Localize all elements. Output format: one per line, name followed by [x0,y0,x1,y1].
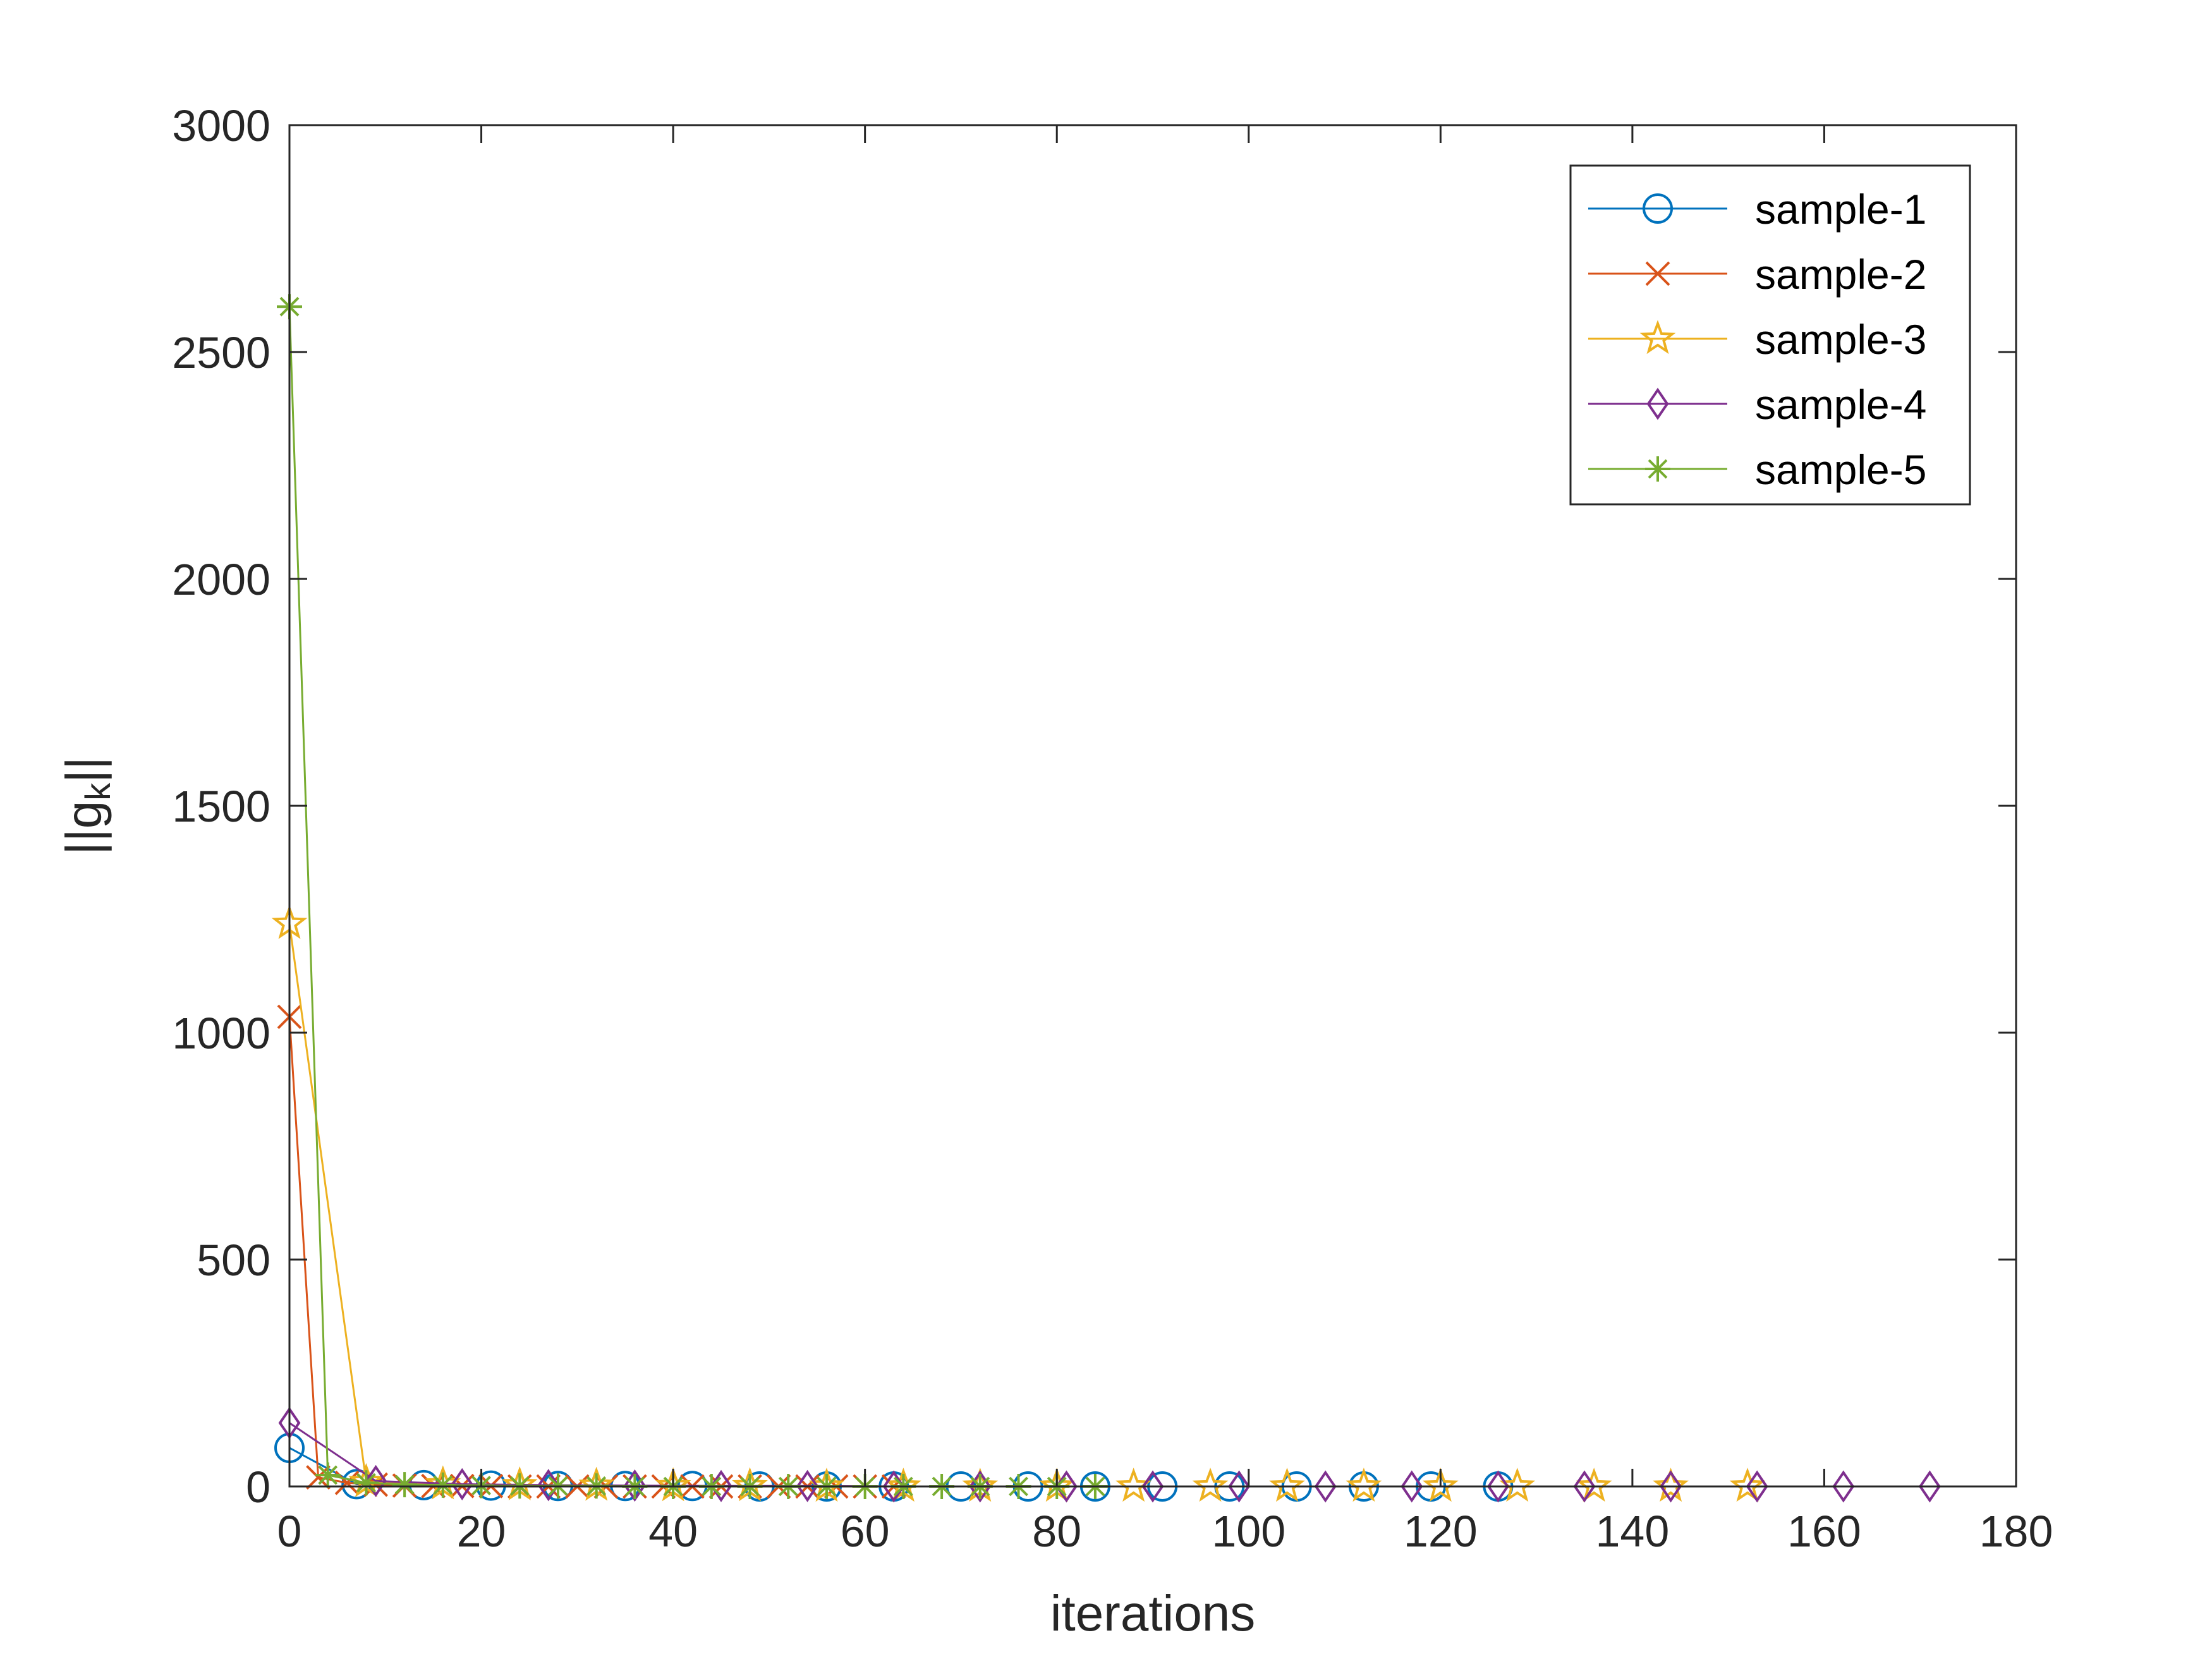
y-tick-label: 1000 [172,1009,270,1058]
x-tick-label: 100 [1212,1507,1285,1556]
x-tick-label: 120 [1404,1507,1478,1556]
legend-label-sample-4: sample-4 [1755,381,1926,428]
data-point-sample-3-17 [1576,1468,1612,1502]
x-tick-label: 20 [457,1507,506,1556]
legend-label-sample-3: sample-3 [1755,316,1926,363]
legend-label-sample-1: sample-1 [1755,186,1926,233]
data-point-sample-4-2 [451,1468,473,1500]
data-point-sample-4-11 [1228,1470,1251,1503]
data-point-sample-3-15 [1423,1468,1459,1502]
y-tick-label: 2000 [172,555,270,604]
data-point-sample-3-18 [1653,1468,1689,1502]
data-point-sample-4-15 [1573,1470,1596,1503]
data-point-sample-4-12 [1314,1470,1337,1503]
data-point-sample-2-1 [306,1465,331,1490]
x-tick-label: 140 [1595,1507,1669,1556]
data-point-sample-4-6 [796,1469,819,1502]
data-point-sample-5-4 [430,1472,456,1498]
legend-item-sample-5: sample-5 [1588,446,1926,493]
legend-marker-sample-5 [1645,456,1670,482]
data-point-sample-4-13 [1401,1470,1423,1503]
data-point-sample-4-16 [1660,1470,1682,1503]
y-tick-label: 3000 [172,101,270,150]
legend-marker-sample-2 [1645,261,1670,286]
legend-box [1569,164,1971,506]
x-tick-label: 40 [648,1507,698,1556]
data-point-sample-3-14 [1346,1468,1382,1502]
legend-item-sample-4: sample-4 [1588,381,1926,428]
data-point-sample-3-13 [1269,1468,1305,1502]
data-point-sample-3-19 [1729,1468,1766,1502]
data-point-sample-3-12 [1192,1468,1229,1502]
x-tick-label: 160 [1787,1507,1861,1556]
y-tick-label: 1500 [172,782,270,831]
x-tick-label: 180 [1979,1507,2053,1556]
data-point-sample-5-2 [353,1470,379,1496]
legend-marker-sample-3 [1639,320,1676,355]
data-point-sample-4-5 [710,1469,732,1502]
y-tick-label: 2500 [172,328,270,377]
legend-label-sample-5: sample-5 [1755,446,1926,493]
data-point-sample-4-17 [1746,1470,1768,1503]
data-point-sample-4-10 [1141,1470,1164,1503]
y-axis-title-main: ||g [56,801,112,855]
legend-marker-sample-1 [1643,193,1673,224]
data-point-sample-4-1 [365,1464,387,1497]
legend-item-sample-2: sample-2 [1588,251,1926,298]
legend-marker-sample-4 [1646,387,1669,420]
data-point-sample-3-11 [1115,1468,1152,1502]
data-point-sample-4-18 [1832,1470,1855,1503]
axes: 0 20 40 60 80 100 120 140 160 180 0 500 1000 1500 2000… [172,101,2053,1556]
legend-item-sample-3: sample-3 [1588,316,1926,363]
y-tick-label: 500 [197,1236,270,1285]
y-axis-title-suffix: || [56,757,112,783]
x-tick-label: 60 [841,1507,890,1556]
data-point-sample-5-3 [392,1472,418,1498]
x-axis-title: iterations [1050,1585,1256,1641]
data-point-sample-4-14 [1486,1470,1509,1503]
data-point-sample-5-1 [315,1462,341,1488]
y-tick-label: 0 [246,1462,270,1512]
data-point-sample-3-16 [1499,1468,1536,1502]
x-tick-label: 80 [1032,1507,1081,1556]
y-axis-title: ||gk|| [56,757,118,855]
data-point-sample-4-3 [537,1469,560,1502]
legend-item-sample-1: sample-1 [1588,186,1926,233]
data-point-sample-4-19 [1918,1470,1941,1503]
legend: sample-1 sample-2 sample-3 sample-4 sample-5 [1569,164,1971,506]
x-tick-label: 0 [277,1507,302,1556]
y-axis-title-subscript: k [78,782,118,801]
legend-label-sample-2: sample-2 [1755,251,1926,298]
